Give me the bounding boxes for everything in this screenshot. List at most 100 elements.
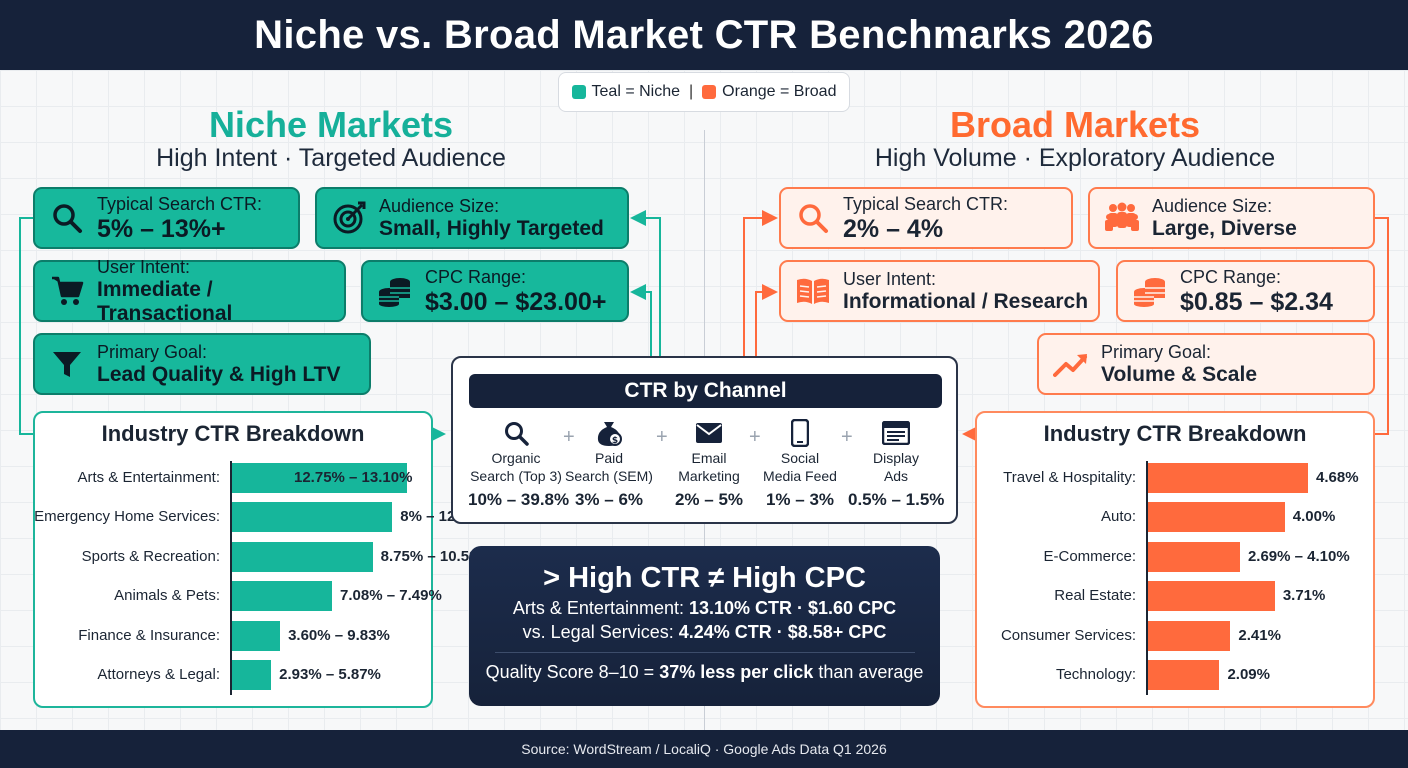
color-legend: Teal = Niche | Orange = Broad: [558, 72, 850, 112]
bar-value-label: 2.41%: [1238, 626, 1281, 644]
bar-value-label: 8.75% – 10.53%: [380, 547, 491, 565]
crowd-icon: [1104, 200, 1140, 236]
ctr-by-channel-panel: CTR by Channel Organic Search (Top 3) 10…: [451, 356, 958, 524]
insight-divider: [494, 652, 915, 653]
card-label: User Intent:: [843, 268, 937, 289]
source-footer: Source: WordStream / LocaliQ · Google Ad…: [0, 730, 1408, 768]
insight-headline: > High CTR ≠ High CPC: [543, 562, 866, 594]
bar: [232, 660, 272, 690]
niche-card-cpc-range: CPC Range: $3.00 – $23.00+: [361, 260, 629, 322]
channel-email: Email Marketing 2% – 5%: [661, 418, 757, 510]
page-title: Niche vs. Broad Market CTR Benchmarks 20…: [254, 12, 1154, 57]
bar-row: Travel & Hospitality: 4.68%: [977, 463, 1373, 493]
insight-panel: > High CTR ≠ High CPC Arts & Entertainme…: [469, 546, 940, 706]
niche-card-audience-size: Audience Size: Small, Highly Targeted: [315, 187, 629, 249]
bar-value-label: 2.93% – 5.87%: [279, 666, 381, 683]
broad-title: Broad Markets: [949, 104, 1201, 145]
card-label: CPC Range:: [425, 266, 527, 287]
broad-card-primary-goal: Primary Goal: Volume & Scale: [1037, 333, 1375, 395]
channel-name-line1: Organic: [491, 450, 541, 466]
chart-axis: [1146, 461, 1148, 695]
bar-category-label: Emergency Home Services:: [34, 508, 220, 526]
card-value: $0.85 – $2.34: [1180, 287, 1333, 316]
card-label: Audience Size:: [379, 195, 500, 216]
insight-line-1: Arts & Entertainment: 13.10% CTR · $1.60…: [469, 597, 940, 619]
insight-emphasis: 37% less per click: [659, 662, 814, 682]
niche-card-search-ctr: Typical Search CTR: 5% – 13%+: [33, 187, 300, 249]
bar: [1148, 620, 1231, 651]
channel-name-line1: Display: [873, 450, 919, 466]
card-value: 5% – 13%+: [97, 214, 226, 243]
broad-card-cpc-range: CPC Range: $0.85 – $2.34: [1116, 260, 1375, 322]
insight-text: Arts & Entertainment:: [512, 598, 689, 618]
plus-sign: +: [656, 426, 668, 448]
bar-category-label: Auto:: [1100, 508, 1136, 526]
channel-name-line2: Search (Top 3): [470, 468, 562, 484]
card-value: Volume & Scale: [1101, 362, 1258, 386]
channel-value: 0.5% – 1.5%: [848, 490, 945, 509]
legend-teal-label: Teal = Niche: [591, 83, 681, 100]
channel-value: 1% – 3%: [765, 490, 835, 509]
legend-separator: |: [689, 83, 694, 100]
bar: [1148, 660, 1220, 690]
channel-name-line2: Marketing: [678, 468, 740, 484]
bar-row: Finance & Insurance: 3.60% – 9.83%: [35, 620, 431, 651]
bar: [232, 463, 407, 493]
niche-card-primary-goal: Primary Goal: Lead Quality & High LTV: [33, 333, 371, 395]
bar-value-label: 3.60% – 9.83%: [288, 626, 390, 644]
bar-row: Technology: 2.09%: [977, 660, 1373, 690]
bar: [1148, 541, 1240, 572]
funnel-icon: [49, 346, 85, 382]
card-value: 2% – 4%: [843, 214, 944, 243]
broad-breakdown-title: Industry CTR Breakdown: [1043, 421, 1307, 446]
legend-orange-label: Orange = Broad: [722, 83, 837, 100]
trend-up-icon: [1053, 346, 1089, 382]
bar: [1148, 581, 1275, 612]
book-icon: [795, 273, 831, 309]
niche-subtitle: High Intent · Targeted Audience: [156, 144, 506, 172]
niche-card-user-intent: User Intent: Immediate / Transactional: [33, 257, 346, 325]
channel-name-line1: Paid: [594, 450, 624, 466]
bar-value-label: 4.68%: [1316, 469, 1359, 486]
card-label: Primary Goal:: [1101, 341, 1212, 362]
cart-icon: [49, 273, 85, 309]
card-value: Lead Quality & High LTV: [97, 362, 341, 386]
channel-name-line2: Ads: [883, 468, 909, 484]
bar-row: Emergency Home Services: 8% – 12%: [34, 502, 469, 533]
target-icon: [331, 200, 367, 236]
broad-industry-panel: Industry CTR Breakdown Travel & Hospital…: [975, 411, 1375, 708]
search-icon: [795, 200, 831, 236]
bar-category-label: Arts & Entertainment:: [77, 469, 220, 486]
channel-value: 3% – 6%: [574, 490, 644, 509]
card-value: $3.00 – $23.00+: [425, 287, 607, 316]
bar-row: Arts & Entertainment: 12.75% – 13.10%: [35, 463, 431, 493]
bar: [1148, 463, 1308, 493]
card-label: Typical Search CTR:: [97, 193, 263, 214]
card-label: Primary Goal:: [97, 341, 208, 362]
bar-category-label: Sports & Recreation:: [81, 547, 220, 565]
bar-value-label: 3.71%: [1282, 587, 1326, 605]
bar-category-label: Consumer Services:: [1000, 626, 1136, 644]
bar-category-label: Animals & Pets:: [114, 587, 220, 605]
legend-teal-swatch: [571, 85, 586, 99]
broad-card-search-ctr: Typical Search CTR: 2% – 4%: [779, 187, 1073, 249]
channel-name-line2: Media Feed: [763, 468, 837, 484]
plus-sign: +: [749, 426, 761, 448]
title-bar: Niche vs. Broad Market CTR Benchmarks 20…: [0, 0, 1408, 70]
phone-icon: [752, 418, 848, 448]
bar: [232, 620, 281, 651]
mail-icon: [661, 418, 757, 448]
card-value: Immediate / Transactional: [97, 277, 233, 325]
bar-value-label: 2.09%: [1227, 666, 1270, 683]
card-label: Audience Size:: [1152, 195, 1273, 216]
niche-title: Niche Markets: [208, 104, 454, 145]
card-value: Large, Diverse: [1152, 216, 1297, 240]
bar-value-label: 7.08% – 7.49%: [340, 587, 442, 605]
coins-icon: [1132, 273, 1168, 309]
plus-sign: +: [841, 426, 853, 448]
bar: [232, 502, 393, 533]
bar-category-label: Finance & Insurance:: [78, 626, 220, 644]
broad-card-audience-size: Audience Size: Large, Diverse: [1088, 187, 1375, 249]
insight-text: than average: [813, 662, 924, 682]
insight-line-2: vs. Legal Services: 4.24% CTR · $8.58+ C…: [469, 621, 940, 643]
